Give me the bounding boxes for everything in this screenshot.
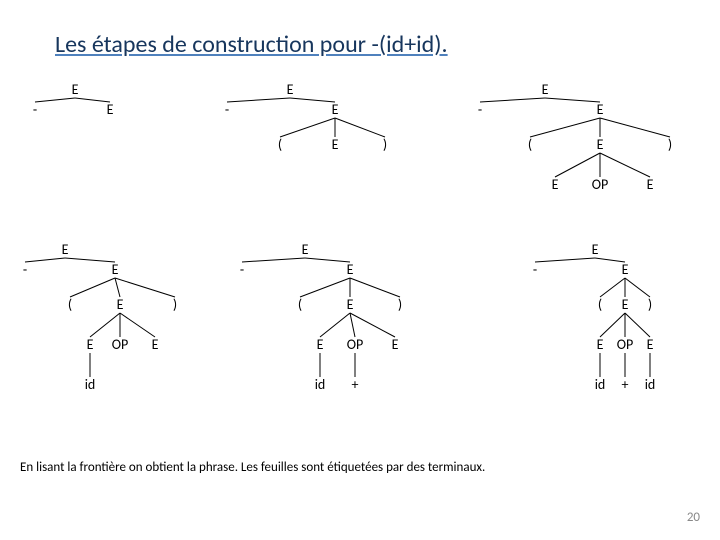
tree-node: E	[302, 243, 309, 257]
tree-node: OP	[617, 338, 634, 352]
tree-node: E	[287, 83, 294, 97]
tree-node: E	[62, 243, 69, 257]
tree-node: +	[352, 378, 359, 392]
tree-node: E	[72, 83, 79, 97]
tree-node: E	[552, 178, 559, 192]
tree-node: -	[33, 103, 37, 117]
tree-node: E	[347, 263, 354, 277]
tree-edges-svg	[0, 70, 720, 470]
tree-node: +	[622, 378, 629, 392]
tree-node: id	[595, 378, 606, 392]
tree-node: E	[647, 178, 654, 192]
tree-node: -	[478, 103, 482, 117]
tree-node: OP	[592, 178, 609, 192]
tree-node: (	[528, 138, 532, 152]
tree-node: (	[298, 298, 302, 312]
tree-node: (	[278, 138, 282, 152]
tree-node: E	[647, 338, 654, 352]
tree-node: E	[542, 83, 549, 97]
tree-node: E	[597, 103, 604, 117]
tree-node: E	[317, 338, 324, 352]
tree-node: -	[240, 263, 244, 277]
tree-node: OP	[347, 338, 364, 352]
tree-node: E	[347, 298, 354, 312]
tree-node: )	[383, 138, 387, 152]
tree-node: E	[117, 298, 124, 312]
tree-node: E	[112, 263, 119, 277]
tree-node: E	[622, 263, 629, 277]
tree-node: E	[107, 103, 114, 117]
tree-node: E	[597, 338, 604, 352]
tree-node: E	[592, 243, 599, 257]
tree-node: )	[668, 138, 672, 152]
tree-node: E	[332, 103, 339, 117]
tree-node: id	[645, 378, 656, 392]
tree-node: E	[392, 338, 399, 352]
tree-node: -	[23, 263, 27, 277]
tree-node: E	[152, 338, 159, 352]
tree-node: )	[173, 298, 177, 312]
tree-node: -	[225, 103, 229, 117]
tree-node: E	[332, 138, 339, 152]
tree-node: E	[622, 298, 629, 312]
tree-node: E	[87, 338, 94, 352]
tree-node: )	[648, 298, 652, 312]
caption-text: En lisant la frontière on obtient la phr…	[20, 460, 485, 475]
tree-node: E	[597, 138, 604, 152]
tree-node: OP	[112, 338, 129, 352]
tree-node: id	[315, 378, 326, 392]
tree-node: )	[398, 298, 402, 312]
tree-node: (	[598, 298, 602, 312]
page-title: Les étapes de construction pour -(id+id)…	[55, 30, 448, 59]
tree-node: (	[68, 298, 72, 312]
page-number: 20	[687, 510, 700, 525]
tree-diagram-area: E - E E - E ( E) E - E ( E) E OP E E - E ( E) E OP Eid E - E ( E) E OP…	[0, 70, 720, 470]
tree-node: id	[85, 378, 96, 392]
tree-node: -	[533, 263, 537, 277]
